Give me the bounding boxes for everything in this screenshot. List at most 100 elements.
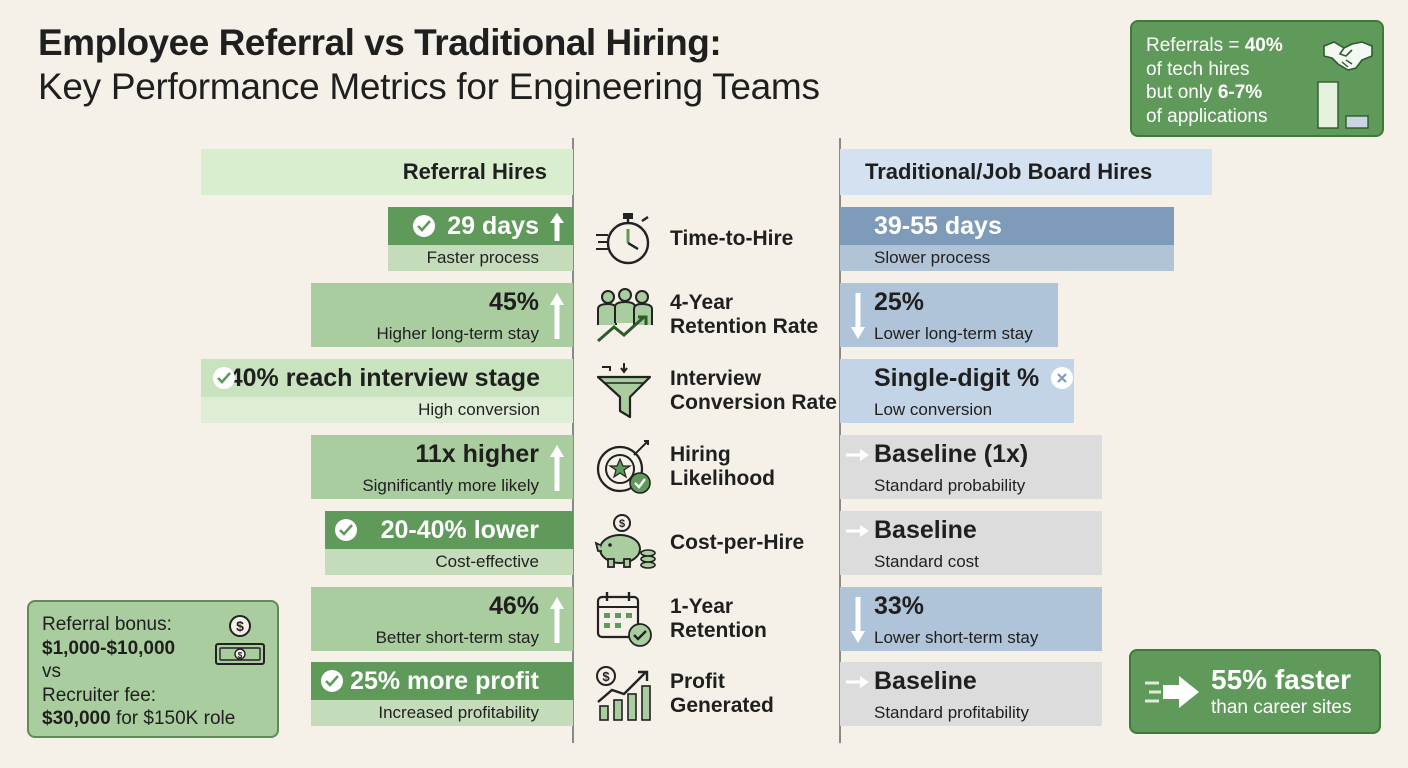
traditional-hiring-likelihood-card: Baseline (1x) Standard probability	[840, 435, 1102, 499]
check-icon	[321, 670, 343, 692]
callout-text: but only	[1146, 82, 1218, 103]
referral-hires-header: Referral Hires	[201, 149, 573, 195]
metric-4yr-retention: 4-Year Retention Rate	[594, 283, 840, 347]
funnel-icon	[594, 361, 656, 421]
referral-interview-conversion-card: 40% reach interview stage High conversio…	[201, 359, 573, 423]
bonus-text: vs	[42, 661, 61, 682]
card-note: Standard probability	[874, 476, 1025, 496]
page-title: Employee Referral vs Traditional Hiring:	[38, 22, 721, 64]
traditional-time-to-hire-card: 39-55 days Slower process	[840, 207, 1174, 271]
card-value: 45%	[489, 288, 539, 317]
metric-label: 4-Year Retention Rate	[670, 291, 818, 339]
traditional-1yr-retention-card: 33% Lower short-term stay	[840, 587, 1102, 651]
card-note: High conversion	[418, 400, 540, 420]
traditional-cost-per-hire-card: Baseline Standard cost	[840, 511, 1102, 575]
check-icon	[335, 519, 357, 541]
speed-callout: 55% faster than career sites	[1129, 649, 1381, 734]
referral-bonus-callout: Referral bonus: $1,000-$10,000 vs Recrui…	[27, 600, 279, 738]
card-value: 25% more profit	[350, 667, 539, 696]
referral-cost-per-hire-card: 20-40% lower Cost-effective	[325, 511, 573, 575]
recruiter-fee-amount: $30,000	[42, 708, 111, 729]
metric-label: Hiring Likelihood	[670, 443, 775, 491]
traditional-profit-card: Baseline Standard profitability	[840, 662, 1102, 726]
stopwatch-icon	[594, 209, 656, 269]
metric-time-to-hire: Time-to-Hire	[594, 207, 840, 271]
piggy-bank-icon: $	[594, 513, 656, 573]
right-arrow-icon	[844, 674, 870, 690]
card-note: Standard cost	[874, 552, 979, 572]
card-note: Better short-term stay	[376, 628, 539, 648]
fast-arrow-icon	[1143, 673, 1201, 711]
card-value: 39-55 days	[874, 212, 1002, 241]
up-arrow-icon	[547, 291, 567, 341]
growth-chart-icon: $	[594, 664, 656, 724]
svg-text:$: $	[238, 651, 243, 660]
x-circle-icon	[1051, 367, 1073, 389]
metric-hiring-likelihood: Hiring Likelihood	[594, 435, 840, 499]
card-note: Significantly more likely	[362, 476, 539, 496]
metric-cost-per-hire: $ Cost-per-Hire	[594, 511, 840, 575]
card-note: Cost-effective	[435, 552, 539, 572]
metric-label: Time-to-Hire	[670, 227, 793, 251]
card-note: Lower short-term stay	[874, 628, 1038, 648]
down-arrow-icon	[848, 595, 868, 645]
right-arrow-icon	[844, 523, 870, 539]
card-note: Higher long-term stay	[376, 324, 539, 344]
up-arrow-icon	[547, 211, 567, 243]
card-value: Baseline (1x)	[874, 440, 1028, 469]
callout-highlight: 6-7%	[1218, 82, 1262, 103]
card-note: Slower process	[874, 248, 990, 268]
card-value: 33%	[874, 592, 924, 621]
metric-1yr-retention: 1-Year Retention	[594, 587, 840, 651]
referral-share-callout: Referrals = 40% of tech hires but only 6…	[1130, 20, 1384, 137]
callout-text: Referrals =	[1146, 35, 1245, 56]
team-growth-icon	[594, 285, 656, 345]
metric-label: Interview Conversion Rate	[670, 367, 837, 415]
traditional-interview-conversion-card: Single-digit % Low conversion	[840, 359, 1074, 423]
card-note: Lower long-term stay	[874, 324, 1033, 344]
down-arrow-icon	[848, 291, 868, 341]
card-value: Baseline	[874, 667, 977, 696]
card-note: Faster process	[427, 248, 539, 268]
metric-label: 1-Year Retention	[670, 595, 767, 643]
traditional-4yr-retention-card: 25% Lower long-term stay	[840, 283, 1058, 347]
bonus-text: for $150K role	[111, 708, 236, 729]
referral-profit-card: 25% more profit Increased profitability	[311, 662, 573, 726]
svg-text:$: $	[619, 518, 625, 530]
check-icon	[413, 215, 435, 237]
bonus-text: Referral bonus:	[42, 614, 172, 635]
up-arrow-icon	[547, 443, 567, 493]
svg-text:$: $	[236, 618, 244, 634]
bonus-amount: $1,000-$10,000	[42, 638, 175, 659]
referral-time-to-hire-card: 29 days Faster process	[388, 207, 573, 271]
referral-hiring-likelihood-card: 11x higher Significantly more likely	[311, 435, 573, 499]
referral-4yr-retention-card: 45% Higher long-term stay	[311, 283, 573, 347]
metric-interview-conversion: Interview Conversion Rate	[594, 359, 840, 423]
card-value: 29 days	[447, 212, 539, 241]
card-note: Low conversion	[874, 400, 992, 420]
callout-text: of tech hires	[1146, 59, 1250, 80]
page-subtitle: Key Performance Metrics for Engineering …	[38, 66, 820, 108]
traditional-hires-header: Traditional/Job Board Hires	[840, 149, 1212, 195]
card-value: 40% reach interview stage	[229, 364, 540, 393]
speed-value: 55% faster	[1211, 664, 1351, 696]
card-value: Single-digit %	[874, 364, 1039, 393]
callout-highlight: 40%	[1245, 35, 1283, 56]
check-icon	[213, 367, 235, 389]
metric-label: Profit Generated	[670, 670, 774, 718]
speed-note: than career sites	[1211, 697, 1351, 719]
card-value: 20-40% lower	[381, 516, 539, 545]
card-value: 25%	[874, 288, 924, 317]
money-icon: $ $	[212, 614, 268, 670]
up-arrow-icon	[547, 595, 567, 645]
card-value: Baseline	[874, 516, 977, 545]
callout-text: of applications	[1146, 106, 1267, 127]
svg-text:$: $	[602, 669, 610, 684]
metric-label: Cost-per-Hire	[670, 531, 804, 555]
card-note: Increased profitability	[378, 703, 539, 723]
card-value: 46%	[489, 592, 539, 621]
handshake-icon	[1322, 36, 1374, 72]
referral-1yr-retention-card: 46% Better short-term stay	[311, 587, 573, 651]
calendar-check-icon	[594, 589, 656, 649]
bar-comparison-icon	[1316, 80, 1372, 130]
